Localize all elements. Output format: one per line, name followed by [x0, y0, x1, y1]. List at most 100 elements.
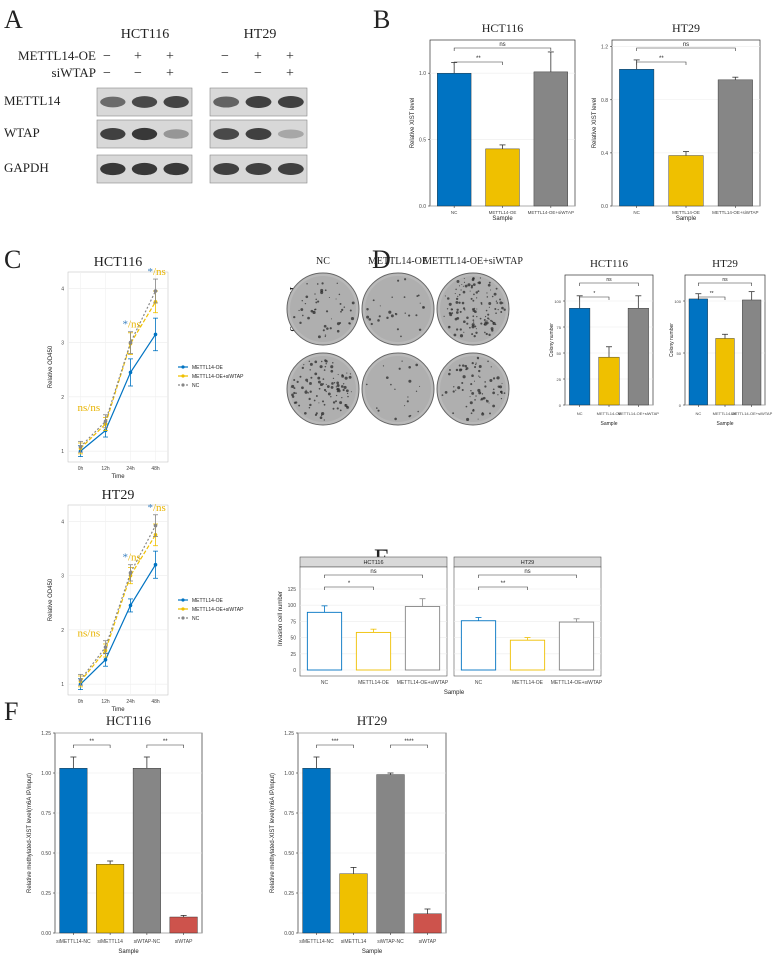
colony-dot: [365, 383, 368, 386]
colony-dot: [304, 302, 307, 305]
colony-dot: [501, 302, 504, 304]
bar: [413, 913, 442, 934]
colony-dot: [484, 331, 486, 334]
sig-text: ns/ns: [78, 628, 101, 640]
x-tick-label: siWTAP: [419, 939, 437, 945]
significance-label: ns: [606, 277, 612, 283]
colony-dot: [349, 373, 352, 375]
colony-dot: [332, 407, 335, 410]
colony-dot: [319, 383, 323, 387]
colony-dot: [342, 388, 345, 392]
y-tick-label: 50: [557, 351, 562, 356]
colony-dot: [324, 334, 327, 336]
y-tick-label: 1.25: [284, 731, 294, 737]
blot-band: [163, 129, 189, 139]
colony-dot: [492, 388, 495, 391]
colony-dot: [323, 419, 325, 421]
colony-dot: [317, 335, 321, 339]
blot-band: [163, 162, 189, 176]
y-axis-label: Colony number: [549, 323, 555, 357]
colony-dot: [377, 409, 380, 412]
x-tick-label: METTL14-OE+siWTAP: [731, 411, 772, 416]
bar: [355, 631, 392, 671]
significance-annotation: */ns: [148, 502, 166, 514]
colony-dot: [331, 382, 334, 385]
line-chart-c1: HCT116 1 2 3 4 0h 12h 24h 48h Time Relative OD450 n…: [48, 255, 244, 480]
x-tick-label: 0h: [78, 699, 84, 705]
bar: [376, 774, 405, 934]
x-axis-label: Sample: [362, 949, 383, 955]
colony-dot: [378, 315, 381, 318]
colony-dot: [332, 377, 335, 380]
colony-dot: [301, 386, 304, 390]
colony-dot: [469, 401, 473, 405]
colony-dot: [349, 323, 351, 325]
y-tick-label: 3: [61, 574, 64, 580]
blot-band: [100, 96, 126, 108]
colony-dot: [340, 385, 344, 388]
colony-dot: [503, 308, 506, 311]
chart-title: HCT116: [482, 21, 524, 35]
colony-dot: [443, 315, 445, 317]
colony-dot: [397, 279, 400, 282]
colony-dot: [458, 293, 461, 296]
colony-dot: [452, 412, 455, 415]
colony-dot: [328, 296, 330, 299]
significance-label: *: [593, 291, 595, 297]
colony-dot: [315, 301, 318, 304]
colony-dot: [318, 402, 320, 404]
colony-dot: [316, 283, 319, 285]
colony-dot: [336, 282, 338, 284]
colony-dot: [486, 320, 488, 322]
chart-title: HCT116: [590, 258, 629, 270]
y-axis-label: Relative XIST level: [410, 98, 416, 149]
x-tick-label: NC: [577, 411, 583, 416]
x-tick-label: METTL14-OE: [358, 680, 390, 686]
y-tick-label: 0.0: [601, 204, 608, 210]
colony-dot: [293, 387, 296, 390]
colony-dot: [454, 292, 456, 295]
colony-dot: [400, 335, 402, 338]
bar: [302, 768, 331, 934]
colony-dot: [343, 385, 347, 389]
colony-dot: [459, 310, 462, 313]
colony-dot: [335, 386, 337, 388]
colony-dot: [475, 395, 477, 397]
colony-dot: [472, 321, 475, 323]
line-chart-c2: HT29 1 2 3 4 0h 12h 24h 48h Time Relative OD450 ns/…: [48, 488, 244, 713]
blot-cell-line-title: HT29: [244, 27, 277, 42]
colony-dot: [332, 361, 334, 364]
colony-dot: [461, 381, 464, 385]
colony-dot: [487, 317, 490, 320]
x-tick-label: METTL14-OE+siWTAP: [618, 411, 659, 416]
colony-dot: [488, 302, 492, 305]
colony-dot: [306, 381, 309, 383]
colony-dot: [299, 321, 302, 325]
colony-dot: [444, 391, 448, 394]
colony-dot: [349, 309, 352, 312]
y-tick-label: 125: [288, 587, 297, 593]
colony-dot: [330, 395, 332, 398]
colony-dot: [335, 298, 337, 300]
colony-dot: [462, 285, 464, 287]
colony-dot: [492, 377, 496, 380]
colony-dot: [492, 391, 496, 395]
y-tick-label: 0.25: [284, 891, 294, 897]
x-axis-label: Sample: [601, 421, 618, 427]
colony-dot: [466, 316, 469, 320]
data-point: [153, 289, 158, 293]
colony-dot: [293, 315, 296, 319]
data-point: [128, 340, 133, 345]
x-tick-label: METTL14-OE: [597, 411, 622, 416]
colony-dot: [386, 316, 389, 320]
colony-dot: [324, 335, 326, 338]
colony-dot: [314, 293, 316, 295]
blot-band-label: METTL14: [4, 93, 61, 108]
colony-dot: [418, 328, 422, 332]
blot-sign: −: [221, 66, 229, 81]
colony-dot: [401, 360, 403, 362]
bar: [742, 299, 762, 406]
x-tick-label: NC: [475, 680, 483, 686]
blot-band: [277, 96, 304, 108]
